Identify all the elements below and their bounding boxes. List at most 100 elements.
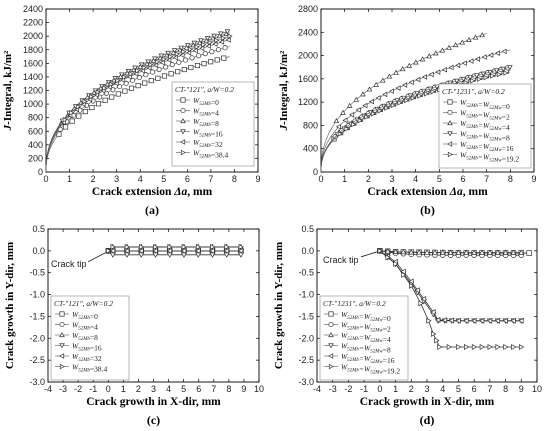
data-point	[195, 247, 201, 254]
legend-marker	[59, 321, 65, 328]
chart-panel-a: 0 1 2 3 4 5 6 7 8 9 0 200 400 600 800 1000 1200 1400 1600 1…	[2, 4, 261, 217]
y-tick-label: 0	[38, 167, 43, 177]
y-axis-label: J-Integral, kJ/m²	[2, 50, 14, 131]
data-point	[237, 247, 244, 254]
x-tick-label: 5	[181, 384, 186, 394]
legend-marker	[59, 353, 65, 359]
data-point	[439, 249, 446, 255]
y-tick-label: 2400	[298, 27, 318, 37]
data-point	[368, 98, 374, 105]
data-point	[169, 62, 175, 68]
x-tick-label: 6	[196, 384, 201, 394]
data-point	[335, 123, 341, 130]
legend-marker	[328, 321, 334, 328]
data-point	[69, 118, 75, 124]
data-point	[472, 34, 479, 40]
data-point	[441, 317, 448, 324]
data-point	[431, 330, 437, 337]
data-point	[447, 80, 454, 86]
data-point	[106, 247, 112, 254]
y-tick-label: 2000	[23, 31, 43, 41]
legend-marker	[328, 343, 334, 349]
data-point	[115, 77, 121, 84]
data-point	[153, 243, 159, 250]
x-tick-label: 2	[409, 384, 414, 394]
x-tick-label: 0	[318, 174, 323, 184]
data-point	[434, 316, 441, 323]
data-point	[431, 249, 438, 255]
data-point	[357, 117, 363, 124]
legend-label: W52Mb=W52Mw=16	[341, 352, 395, 365]
legend-label: W52Mb=W52Mw=8	[341, 342, 391, 355]
data-point	[390, 102, 396, 109]
data-point	[340, 109, 346, 115]
data-point	[195, 243, 202, 250]
legend-marker	[447, 109, 453, 116]
legend-marker	[328, 363, 334, 370]
x-tick-label: -2	[344, 384, 352, 394]
x-tick-label: 6	[185, 174, 190, 184]
data-point	[420, 295, 427, 302]
data-point	[75, 103, 81, 110]
data-point	[138, 247, 144, 254]
legend-marker	[180, 118, 186, 124]
data-point	[211, 33, 217, 39]
x-tick-label: 5	[456, 384, 461, 394]
data-point	[447, 249, 454, 255]
data-point	[461, 60, 467, 66]
data-point	[224, 243, 230, 250]
x-tick-label: 9	[255, 174, 260, 184]
legend-marker	[328, 353, 334, 359]
x-tick-label: 4	[440, 384, 445, 394]
data-point	[495, 344, 501, 351]
data-point	[448, 64, 454, 71]
data-point	[424, 249, 430, 255]
data-point	[470, 78, 476, 84]
data-point	[161, 56, 167, 63]
data-point	[364, 114, 370, 120]
data-point	[214, 57, 220, 63]
data-point	[454, 78, 460, 84]
data-point	[82, 98, 88, 105]
crack-tip-label: Crack tip	[51, 259, 87, 269]
data-point	[474, 56, 481, 62]
data-point	[490, 73, 496, 79]
data-point	[128, 85, 135, 91]
data-point	[432, 50, 439, 56]
legend-label: W52Mb=4	[193, 107, 219, 118]
legend-marker	[447, 120, 453, 126]
x-tick-label: -2	[74, 384, 82, 394]
data-point	[471, 317, 477, 324]
x-tick-label: -4	[44, 384, 52, 394]
data-point	[346, 102, 353, 108]
data-point	[373, 81, 379, 87]
data-point	[392, 248, 399, 255]
data-point	[204, 36, 211, 42]
data-point	[483, 74, 489, 81]
data-point	[393, 69, 399, 75]
data-point	[125, 68, 132, 75]
data-point	[205, 43, 211, 49]
legend-box	[171, 81, 255, 167]
x-tick-label: 0	[106, 384, 111, 394]
data-point	[455, 317, 461, 324]
data-point	[439, 47, 446, 53]
data-point	[89, 93, 95, 100]
x-tick-label: 7	[487, 384, 492, 394]
y-tick-label: 0	[313, 167, 318, 177]
data-point	[353, 96, 360, 102]
data-point	[399, 66, 406, 72]
legend-marker	[180, 107, 186, 114]
legend-label: W52Mb=8	[72, 331, 98, 342]
y-tick-label: -1.0	[298, 290, 314, 300]
x-axis-label: Crack growth in X-dir, mm	[86, 396, 221, 408]
data-point	[123, 247, 130, 254]
panel-label: (b)	[420, 203, 435, 217]
data-point	[223, 252, 230, 258]
legend-marker	[447, 141, 453, 147]
data-point	[375, 95, 381, 101]
legend-label: W52Mb=W52Mw=2	[460, 109, 510, 122]
y-tick-label: -2.5	[298, 355, 314, 365]
data-point	[430, 88, 436, 95]
legend-box	[438, 83, 532, 169]
